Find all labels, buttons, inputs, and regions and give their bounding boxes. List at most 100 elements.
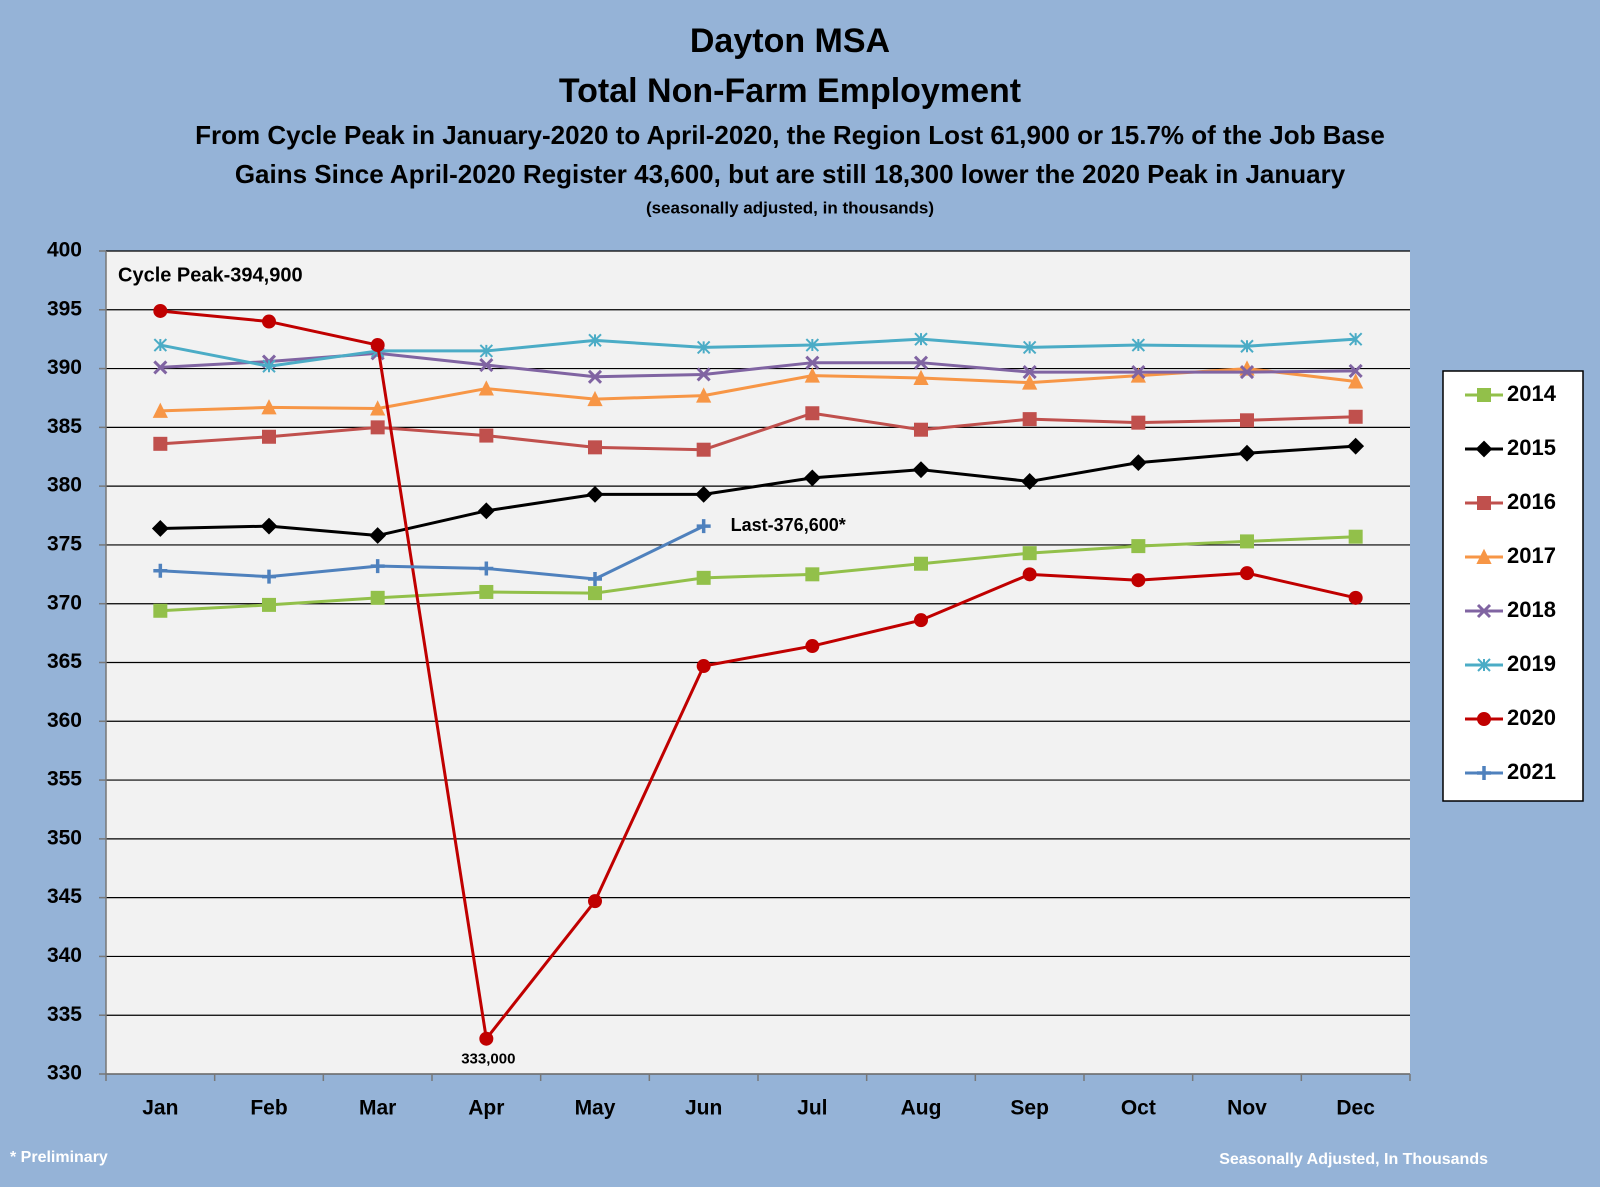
y-tick-label: 335: [47, 1003, 82, 1026]
marker: [370, 559, 385, 574]
legend-marker: [1477, 658, 1491, 672]
legend-label: 2018: [1507, 597, 1556, 622]
marker: [1022, 412, 1037, 427]
x-tick-label: May: [575, 1097, 616, 1120]
marker: [1022, 546, 1037, 561]
marker: [696, 442, 711, 457]
y-tick-label: 350: [47, 826, 82, 849]
marker: [588, 586, 602, 601]
legend-marker: [1477, 766, 1491, 780]
marker: [913, 355, 929, 370]
annotation: Last-376,600*: [731, 515, 846, 535]
legend-label: 2020: [1507, 705, 1556, 730]
marker: [370, 400, 386, 416]
marker: [153, 563, 168, 578]
x-tick-label: Dec: [1336, 1097, 1375, 1120]
marker: [370, 338, 385, 353]
marker: [1240, 413, 1254, 428]
marker: [914, 332, 928, 346]
legend-marker: [1477, 712, 1491, 726]
marker: [1238, 444, 1256, 462]
marker: [1131, 415, 1146, 430]
x-tick-label: Oct: [1121, 1097, 1156, 1120]
y-tick-label: 375: [47, 532, 82, 555]
y-tick-label: 330: [47, 1062, 82, 1085]
x-tick-label: Jan: [142, 1097, 178, 1120]
marker: [1131, 365, 1146, 380]
marker: [153, 360, 168, 375]
marker: [1131, 573, 1146, 588]
marker: [260, 517, 278, 535]
marker: [1022, 374, 1038, 390]
legend-label: 2016: [1507, 489, 1556, 514]
y-tick-label: 345: [47, 885, 82, 908]
x-tick-label: Sep: [1010, 1097, 1049, 1120]
series-line: [160, 309, 1357, 1041]
marker: [479, 1031, 494, 1046]
marker: [803, 469, 821, 487]
marker: [370, 420, 385, 435]
series-line: [160, 367, 1356, 413]
marker: [262, 429, 276, 444]
marker: [261, 399, 277, 415]
marker: [1348, 373, 1364, 389]
y-tick-label: 360: [47, 709, 82, 732]
y-tick-label: 340: [47, 944, 82, 967]
marker: [805, 355, 820, 370]
x-tick-label: Nov: [1227, 1097, 1267, 1120]
marker: [369, 527, 387, 544]
legend-marker: [1477, 388, 1491, 402]
marker: [1022, 567, 1037, 582]
marker: [1022, 340, 1037, 355]
subtitle: From Cycle Peak in January-2020 to April…: [195, 120, 1385, 150]
marker: [1348, 409, 1363, 424]
marker: [152, 402, 168, 418]
marker: [479, 428, 494, 443]
marker: [1348, 363, 1363, 378]
y-tick-label: 370: [47, 591, 82, 614]
y-tick-label: 390: [47, 356, 82, 379]
series-line: [160, 444, 1356, 538]
marker: [696, 387, 712, 403]
marker: [695, 485, 713, 503]
marker: [587, 390, 603, 407]
marker: [588, 333, 602, 348]
x-tick-label: Apr: [468, 1097, 504, 1120]
marker: [586, 485, 604, 503]
marker: [805, 639, 820, 654]
marker: [1022, 365, 1037, 380]
series-line: [160, 524, 705, 581]
marker: [805, 567, 820, 582]
marker: [588, 572, 602, 587]
chart-title: Total Non-Farm Employment: [559, 72, 1021, 110]
marker: [153, 303, 168, 318]
note: (seasonally adjusted, in thousands): [646, 198, 934, 217]
marker: [1240, 566, 1254, 581]
marker: [1129, 454, 1147, 472]
marker: [479, 561, 494, 576]
y-tick-label: 395: [47, 297, 82, 320]
x-tick-label: Aug: [901, 1097, 942, 1120]
marker: [1131, 539, 1146, 554]
marker: [1131, 338, 1146, 352]
y-tick-label: 355: [47, 768, 82, 791]
y-tick-label: 380: [47, 474, 82, 497]
marker: [804, 367, 820, 383]
marker: [696, 570, 711, 585]
marker: [587, 369, 603, 384]
marker: [914, 613, 928, 628]
legend-marker: [1476, 603, 1492, 619]
marker: [696, 659, 711, 674]
marker: [262, 314, 276, 329]
marker: [588, 440, 602, 455]
marker: [479, 584, 494, 599]
y-tick-label: 365: [47, 650, 82, 673]
marker: [1348, 332, 1363, 346]
marker: [478, 380, 494, 396]
marker: [477, 502, 495, 520]
marker: [696, 367, 711, 382]
marker: [912, 461, 930, 479]
marker: [1239, 365, 1255, 380]
chart-title: Dayton MSA: [690, 22, 890, 60]
